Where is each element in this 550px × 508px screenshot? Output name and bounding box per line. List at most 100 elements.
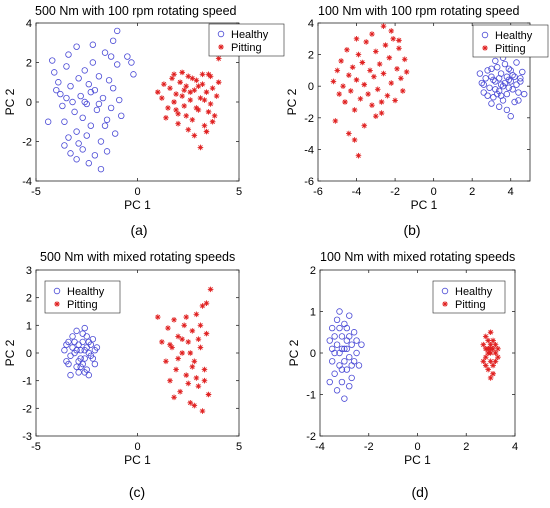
- panel-a-y-tick-label: -4: [22, 176, 32, 188]
- panel-a-pitting-point: [197, 144, 204, 151]
- circle-marker-icon: [441, 287, 449, 295]
- panel-c-healthy-point: [69, 333, 76, 340]
- panel-c-pitting-point: [181, 322, 187, 329]
- panel-a-healthy-point: [79, 146, 86, 153]
- panel-c-title: 500 Nm with mixed rotating speeds: [40, 250, 235, 264]
- panel-a-pitting-point: [207, 101, 214, 107]
- panel-b-pitting-point: [371, 73, 377, 80]
- panel-d-pitting-point: [487, 329, 494, 336]
- panel-d-x-tick-label: 2: [463, 441, 469, 453]
- panel-b-pitting-point: [359, 59, 366, 66]
- panel-a-healthy-point: [95, 100, 103, 108]
- panel-a-pitting-point: [207, 73, 214, 80]
- panel-a-pitting-point: [203, 128, 210, 135]
- panel-b-healthy-point: [509, 86, 516, 93]
- panel-a-healthy-point: [124, 53, 131, 60]
- panel-d-healthy-point: [341, 395, 348, 402]
- panel-a-pitting-point: [215, 79, 222, 86]
- panel-d-healthy-point: [346, 353, 353, 361]
- panel-b-pitting-point: [388, 28, 395, 34]
- panel-b-healthy-point: [488, 73, 495, 80]
- panel-c-x-tick-label: 5: [236, 441, 242, 453]
- panel-a-healthy-point: [116, 96, 123, 104]
- panel-d-healthy-point: [346, 333, 353, 340]
- panel-a-healthy-point: [77, 92, 84, 100]
- panel-b-pitting-point: [380, 23, 387, 29]
- panel-b-healthy-point: [478, 79, 486, 87]
- panel-c-pitting-point: [177, 388, 183, 395]
- panel-c-pitting-point: [195, 383, 202, 389]
- panel-b-pitting-point: [390, 36, 396, 42]
- panel-a-pitting-point: [201, 122, 208, 129]
- panel-d-healthy-point: [333, 341, 341, 348]
- panel-c-healthy-point: [69, 344, 76, 351]
- panel-a-pitting-point: [183, 113, 190, 119]
- panel-a-pitting-point: [169, 75, 175, 82]
- panel-a-pitting-point: [205, 109, 212, 115]
- panel-a-pitting-point: [193, 77, 200, 84]
- panel-a-pitting-point: [199, 81, 206, 88]
- panel-a-pitting-point: [191, 132, 198, 139]
- panel-d-healthy-point: [333, 316, 341, 323]
- panel-d-healthy-point: [338, 378, 346, 386]
- panel-b-healthy-point: [511, 73, 518, 80]
- panel-c-healthy-point: [79, 330, 86, 337]
- panel-c-healthy-point: [73, 327, 80, 335]
- panel-b-pitting-point: [346, 72, 352, 78]
- panel-d-healthy-point: [336, 362, 343, 369]
- panel-b-y-tick-label: -6: [304, 176, 314, 188]
- panel-b-healthy-point: [480, 89, 487, 96]
- panel-b-healthy-point: [497, 81, 505, 88]
- panel-b-healthy-point: [486, 84, 493, 91]
- panel-d-healthy-point: [355, 362, 363, 369]
- panel-c-healthy-point: [81, 355, 88, 362]
- panel-b-pitting-point: [332, 118, 339, 124]
- panel-a-healthy-point: [107, 53, 115, 60]
- panel-d-healthy-point: [353, 349, 360, 357]
- panel-a-x-axis-label: PC 1: [124, 198, 151, 212]
- panel-b-healthy-point: [519, 68, 526, 76]
- panel-b-pitting-point: [367, 67, 373, 74]
- panel-a-pitting-point: [199, 71, 206, 78]
- panel-a-healthy-point: [53, 86, 60, 94]
- panel-b-pitting-point: [334, 67, 341, 74]
- panel-a-axes: [35, 22, 240, 182]
- panel-d-healthy-point: [348, 362, 355, 369]
- panel-a-x-tick-label: 5: [236, 186, 242, 198]
- panel-d-pitting-point: [482, 354, 489, 360]
- panel-b-pitting-point: [369, 102, 375, 108]
- panel-b-y-tick-label: 0: [308, 81, 314, 93]
- panel-d-pitting-point: [495, 346, 501, 352]
- panel-a-healthy-point: [65, 134, 72, 141]
- panel-b-pitting-point: [403, 69, 410, 75]
- panel-c-healthy-point: [81, 324, 88, 332]
- panel-a-pitting-point: [209, 118, 216, 125]
- panel-b-pitting-point: [392, 97, 398, 104]
- circle-marker-icon: [481, 31, 489, 39]
- panel-a-healthy-point: [73, 128, 80, 135]
- panel-b-legend-pitting-label: Pitting: [495, 43, 526, 55]
- panel-a-healthy-point: [49, 57, 56, 64]
- panel-c-pitting-point: [171, 394, 177, 401]
- panel-c-pitting-point: [167, 377, 173, 384]
- panel-b-healthy-point: [513, 81, 520, 88]
- panel-a-healthy-point: [113, 61, 121, 68]
- panel-c-pitting-point: [185, 380, 192, 387]
- panel-a-healthy-point: [73, 156, 80, 163]
- panel-a-y-tick-label: 0: [26, 97, 32, 109]
- panel-a-pitting-point: [181, 103, 187, 109]
- panel-b-y-axis-label: PC 2: [285, 88, 299, 115]
- panel-c-y-tick-label: 3: [26, 265, 32, 277]
- panel-b-pitting-point: [330, 78, 337, 85]
- panel-d-healthy-point: [341, 320, 348, 328]
- panel-c-healthy-point: [89, 335, 97, 343]
- panel-b-healthy-point: [503, 106, 511, 114]
- panel-b-healthy-point: [488, 100, 495, 107]
- panel-d-x-tick-label: -2: [364, 441, 374, 453]
- panel-d-healthy-point: [341, 345, 348, 353]
- panel-c-healthy-point: [75, 369, 82, 376]
- panel-c-pitting-point: [205, 391, 212, 398]
- panel-b-pitting-point: [378, 110, 385, 116]
- panel-b-legend-healthy-label: Healthy: [495, 30, 533, 42]
